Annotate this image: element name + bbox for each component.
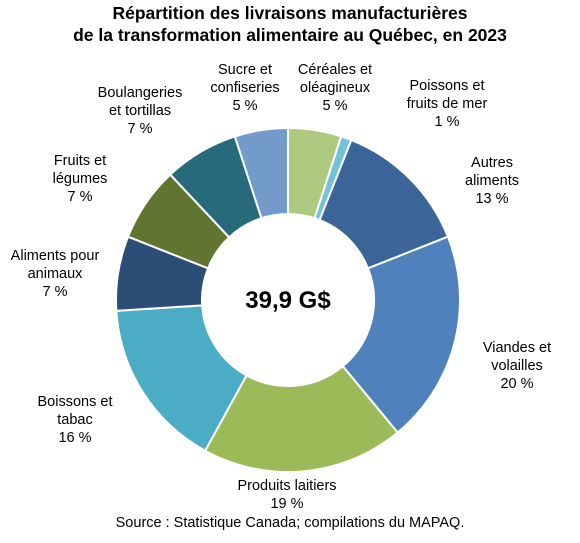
slice-label-6: Aliments pour animaux 7 %: [11, 248, 100, 300]
donut-slice-9: [233, 126, 289, 220]
slice-label-3: Viandes et volailles 20 %: [483, 340, 551, 392]
donut-slice-4: [203, 364, 400, 473]
source-note: Source : Statistique Canada; compilation…: [115, 515, 465, 531]
slice-label-7: Fruits et légumes 7 %: [53, 153, 108, 205]
center-total-label: 39,9 G$: [245, 287, 331, 314]
chart-title-line-2: de la transformation alimentaire au Québ…: [73, 25, 507, 45]
donut-slice-3: [341, 235, 461, 434]
chart-title-line-1: Répartition des livraisons manufacturièr…: [112, 3, 468, 23]
slice-label-0: Céréales et oléagineux 5 %: [298, 62, 372, 114]
slice-label-4: Produits laitiers 19 %: [237, 478, 336, 512]
slice-label-8: Boulangeries et tortillas 7 %: [98, 85, 183, 137]
slice-label-2: Autres aliments 13 %: [465, 155, 519, 207]
slice-label-5: Boissons et tabac 16 %: [38, 394, 113, 446]
slice-label-9: Sucre et confiseries 5 %: [210, 62, 279, 114]
chart-title: Répartition des livraisons manufacturièr…: [0, 2, 580, 46]
slice-label-1: Poissons et fruits de mer 1 %: [407, 78, 488, 130]
